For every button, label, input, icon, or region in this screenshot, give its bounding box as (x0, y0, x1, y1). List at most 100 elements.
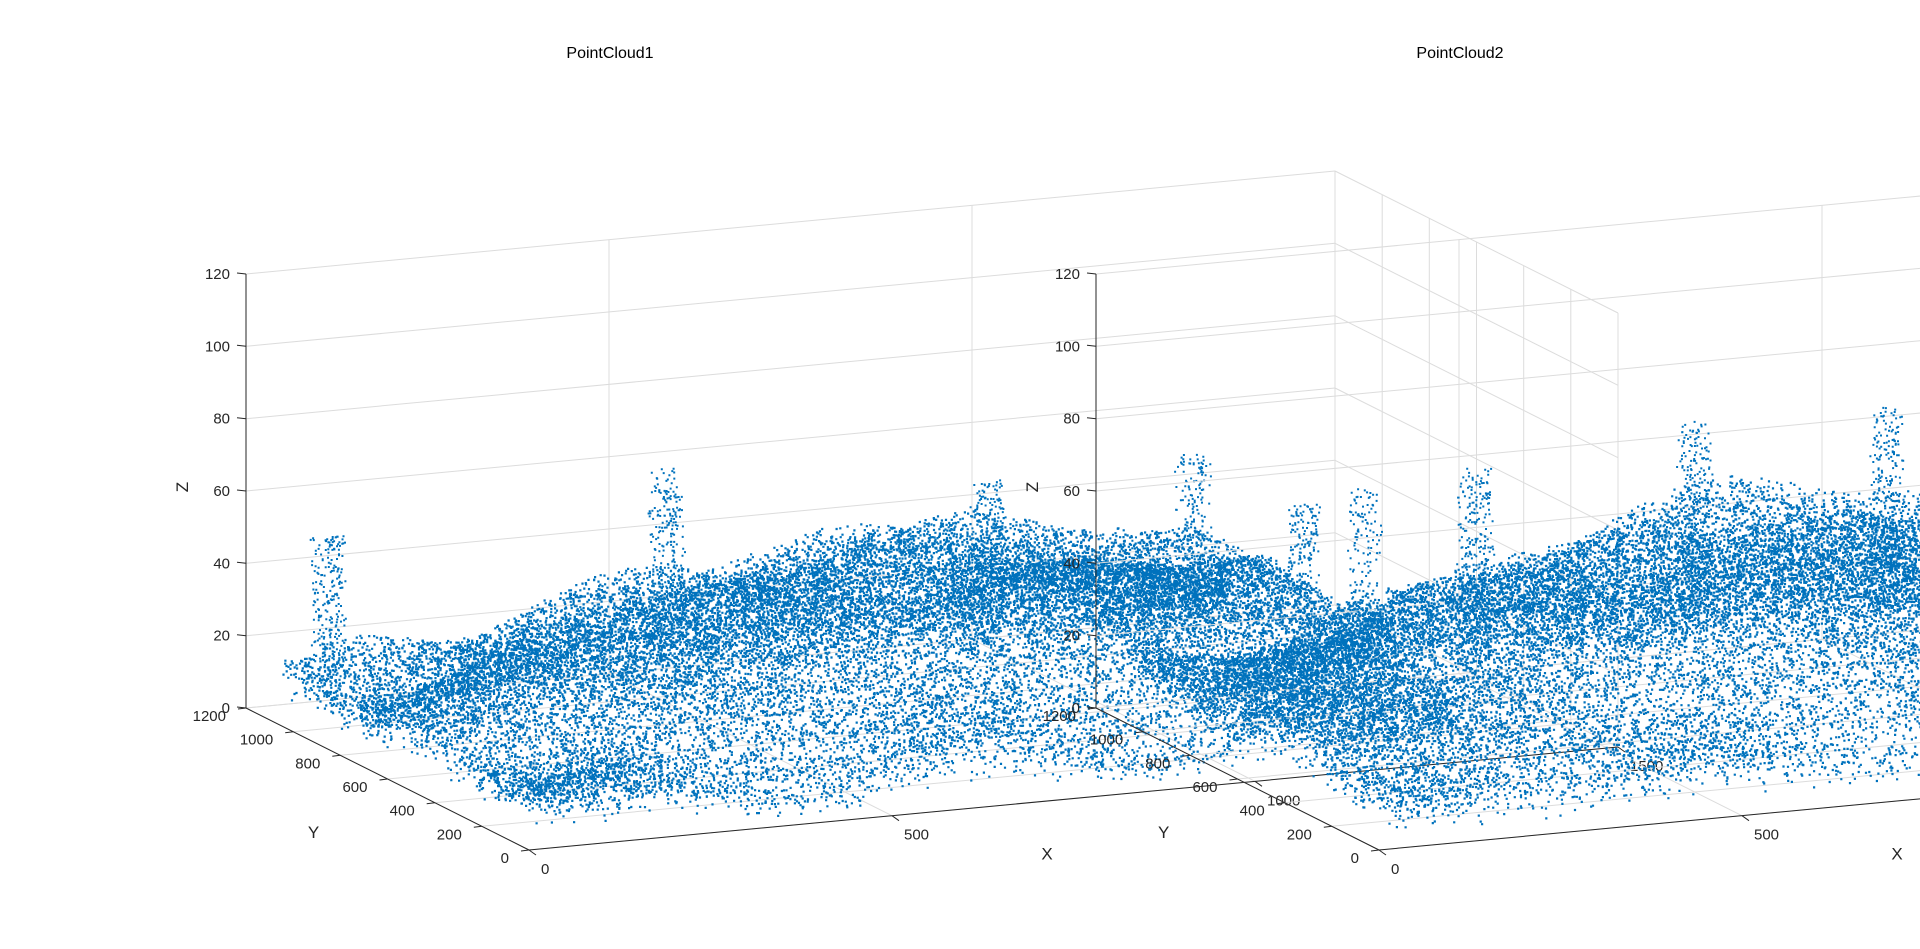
z-tick-label: 80 (213, 411, 230, 428)
y-tick-mark (473, 825, 482, 828)
x-axis-line (1378, 798, 1920, 851)
x-tick-mark (1254, 780, 1263, 787)
x-tick-mark (891, 815, 900, 822)
point-cloud-1-plot: PointCloud1 0500100015000200400600800100… (173, 45, 1663, 878)
x-tick-mark (1617, 746, 1626, 753)
grid-line (245, 387, 1336, 492)
tick-labels: 0500100015000200400600800100012000204060… (193, 266, 1664, 878)
grid-line (245, 170, 1336, 275)
z-tick-mark (1086, 272, 1097, 275)
grid-line (1237, 713, 1920, 780)
z-tick-mark (1086, 706, 1097, 709)
z-tick-label: 120 (1055, 266, 1080, 283)
z-tick-mark (1086, 417, 1097, 420)
grid-line (1095, 484, 1920, 564)
x-tick-label: 500 (1754, 827, 1779, 844)
x-tick-label: 0 (1391, 861, 1399, 878)
z-tick-mark (236, 706, 247, 709)
y-tick-label: 400 (390, 803, 415, 820)
z-tick-label: 80 (1063, 411, 1080, 428)
y-tick-mark (1135, 731, 1144, 734)
z-tick-mark (236, 272, 247, 275)
tick-labels: 0500100015000200400600800100012000204060… (1043, 266, 1779, 878)
y-tick-label: 0 (501, 850, 509, 867)
grid-line (1284, 742, 1920, 804)
point-cloud-2-plot: PointCloud2 0500100015000200400600800100… (1023, 45, 1920, 878)
point-cloud-points (1130, 406, 1920, 829)
y-tick-mark (379, 778, 388, 781)
y-tick-mark (1229, 778, 1238, 781)
z-tick-mark (236, 561, 247, 564)
y-tick-mark (332, 754, 341, 757)
y-tick-mark (1182, 754, 1191, 757)
grid-line (1334, 315, 1619, 459)
x-tick-label: 1000 (1267, 792, 1300, 809)
grid-line (1331, 770, 1920, 827)
z-tick-label: 20 (1063, 628, 1080, 645)
plot-title: PointCloud1 (566, 45, 653, 62)
y-tick-label: 1200 (193, 708, 226, 725)
z-tick-mark (1086, 489, 1097, 492)
x-tick-mark (1741, 815, 1750, 822)
z-tick-mark (1086, 344, 1097, 347)
x-tick-label: 500 (904, 827, 929, 844)
y-tick-label: 1000 (240, 732, 273, 749)
z-tick-mark (236, 417, 247, 420)
x-axis-label: X (1041, 845, 1052, 864)
grid-line (245, 459, 1336, 564)
axes (1086, 272, 1920, 856)
y-tick-mark (1323, 825, 1332, 828)
y-tick-mark (1370, 849, 1380, 852)
grid-line (1095, 340, 1920, 420)
z-tick-mark (1086, 634, 1097, 637)
grid-line (1095, 267, 1920, 347)
y-tick-label: 200 (437, 826, 462, 843)
y-tick-label: 200 (1287, 826, 1312, 843)
z-axis-label: Z (173, 482, 192, 492)
grid-line (1334, 387, 1619, 531)
y-axis-label: Y (308, 823, 319, 842)
z-tick-label: 120 (205, 266, 230, 283)
y-tick-label: 1000 (1090, 732, 1123, 749)
z-tick-label: 40 (213, 555, 230, 572)
grid-line (1334, 170, 1619, 314)
z-tick-label: 20 (213, 628, 230, 645)
x-tick-label: 0 (541, 861, 549, 878)
z-tick-label: 100 (205, 338, 230, 355)
y-tick-mark (1276, 802, 1285, 805)
point-cloud-markers (282, 453, 1466, 825)
y-tick-label: 800 (295, 755, 320, 772)
y-tick-label: 600 (342, 779, 367, 796)
x-axis-label: X (1891, 845, 1902, 864)
z-tick-label: 100 (1055, 338, 1080, 355)
y-tick-label: 800 (1145, 755, 1170, 772)
z-tick-mark (236, 634, 247, 637)
y-tick-mark (520, 849, 530, 852)
z-axis-label: Z (1023, 482, 1042, 492)
x-tick-mark (1378, 849, 1387, 856)
z-tick-label: 0 (222, 700, 230, 717)
z-tick-mark (1086, 561, 1097, 564)
grid-line (1095, 412, 1920, 492)
y-tick-label: 400 (1240, 803, 1265, 820)
point-cloud-points (282, 453, 1466, 825)
grid-line (245, 242, 1336, 347)
grid-line (245, 315, 1336, 420)
grid-line (1334, 242, 1619, 386)
z-tick-mark (236, 489, 247, 492)
grid-line (1095, 195, 1920, 275)
y-tick-label: 600 (1192, 779, 1217, 796)
z-tick-label: 60 (1063, 483, 1080, 500)
y-tick-label: 1200 (1043, 708, 1076, 725)
z-tick-label: 0 (1072, 700, 1080, 717)
z-tick-label: 60 (213, 483, 230, 500)
y-tick-mark (285, 731, 294, 734)
x-tick-mark (528, 849, 537, 856)
y-tick-label: 0 (1351, 850, 1359, 867)
y-tick-mark (426, 802, 435, 805)
z-tick-label: 40 (1063, 555, 1080, 572)
y-axis-label: Y (1158, 823, 1169, 842)
z-tick-mark (236, 344, 247, 347)
grid-line (1334, 459, 1619, 603)
